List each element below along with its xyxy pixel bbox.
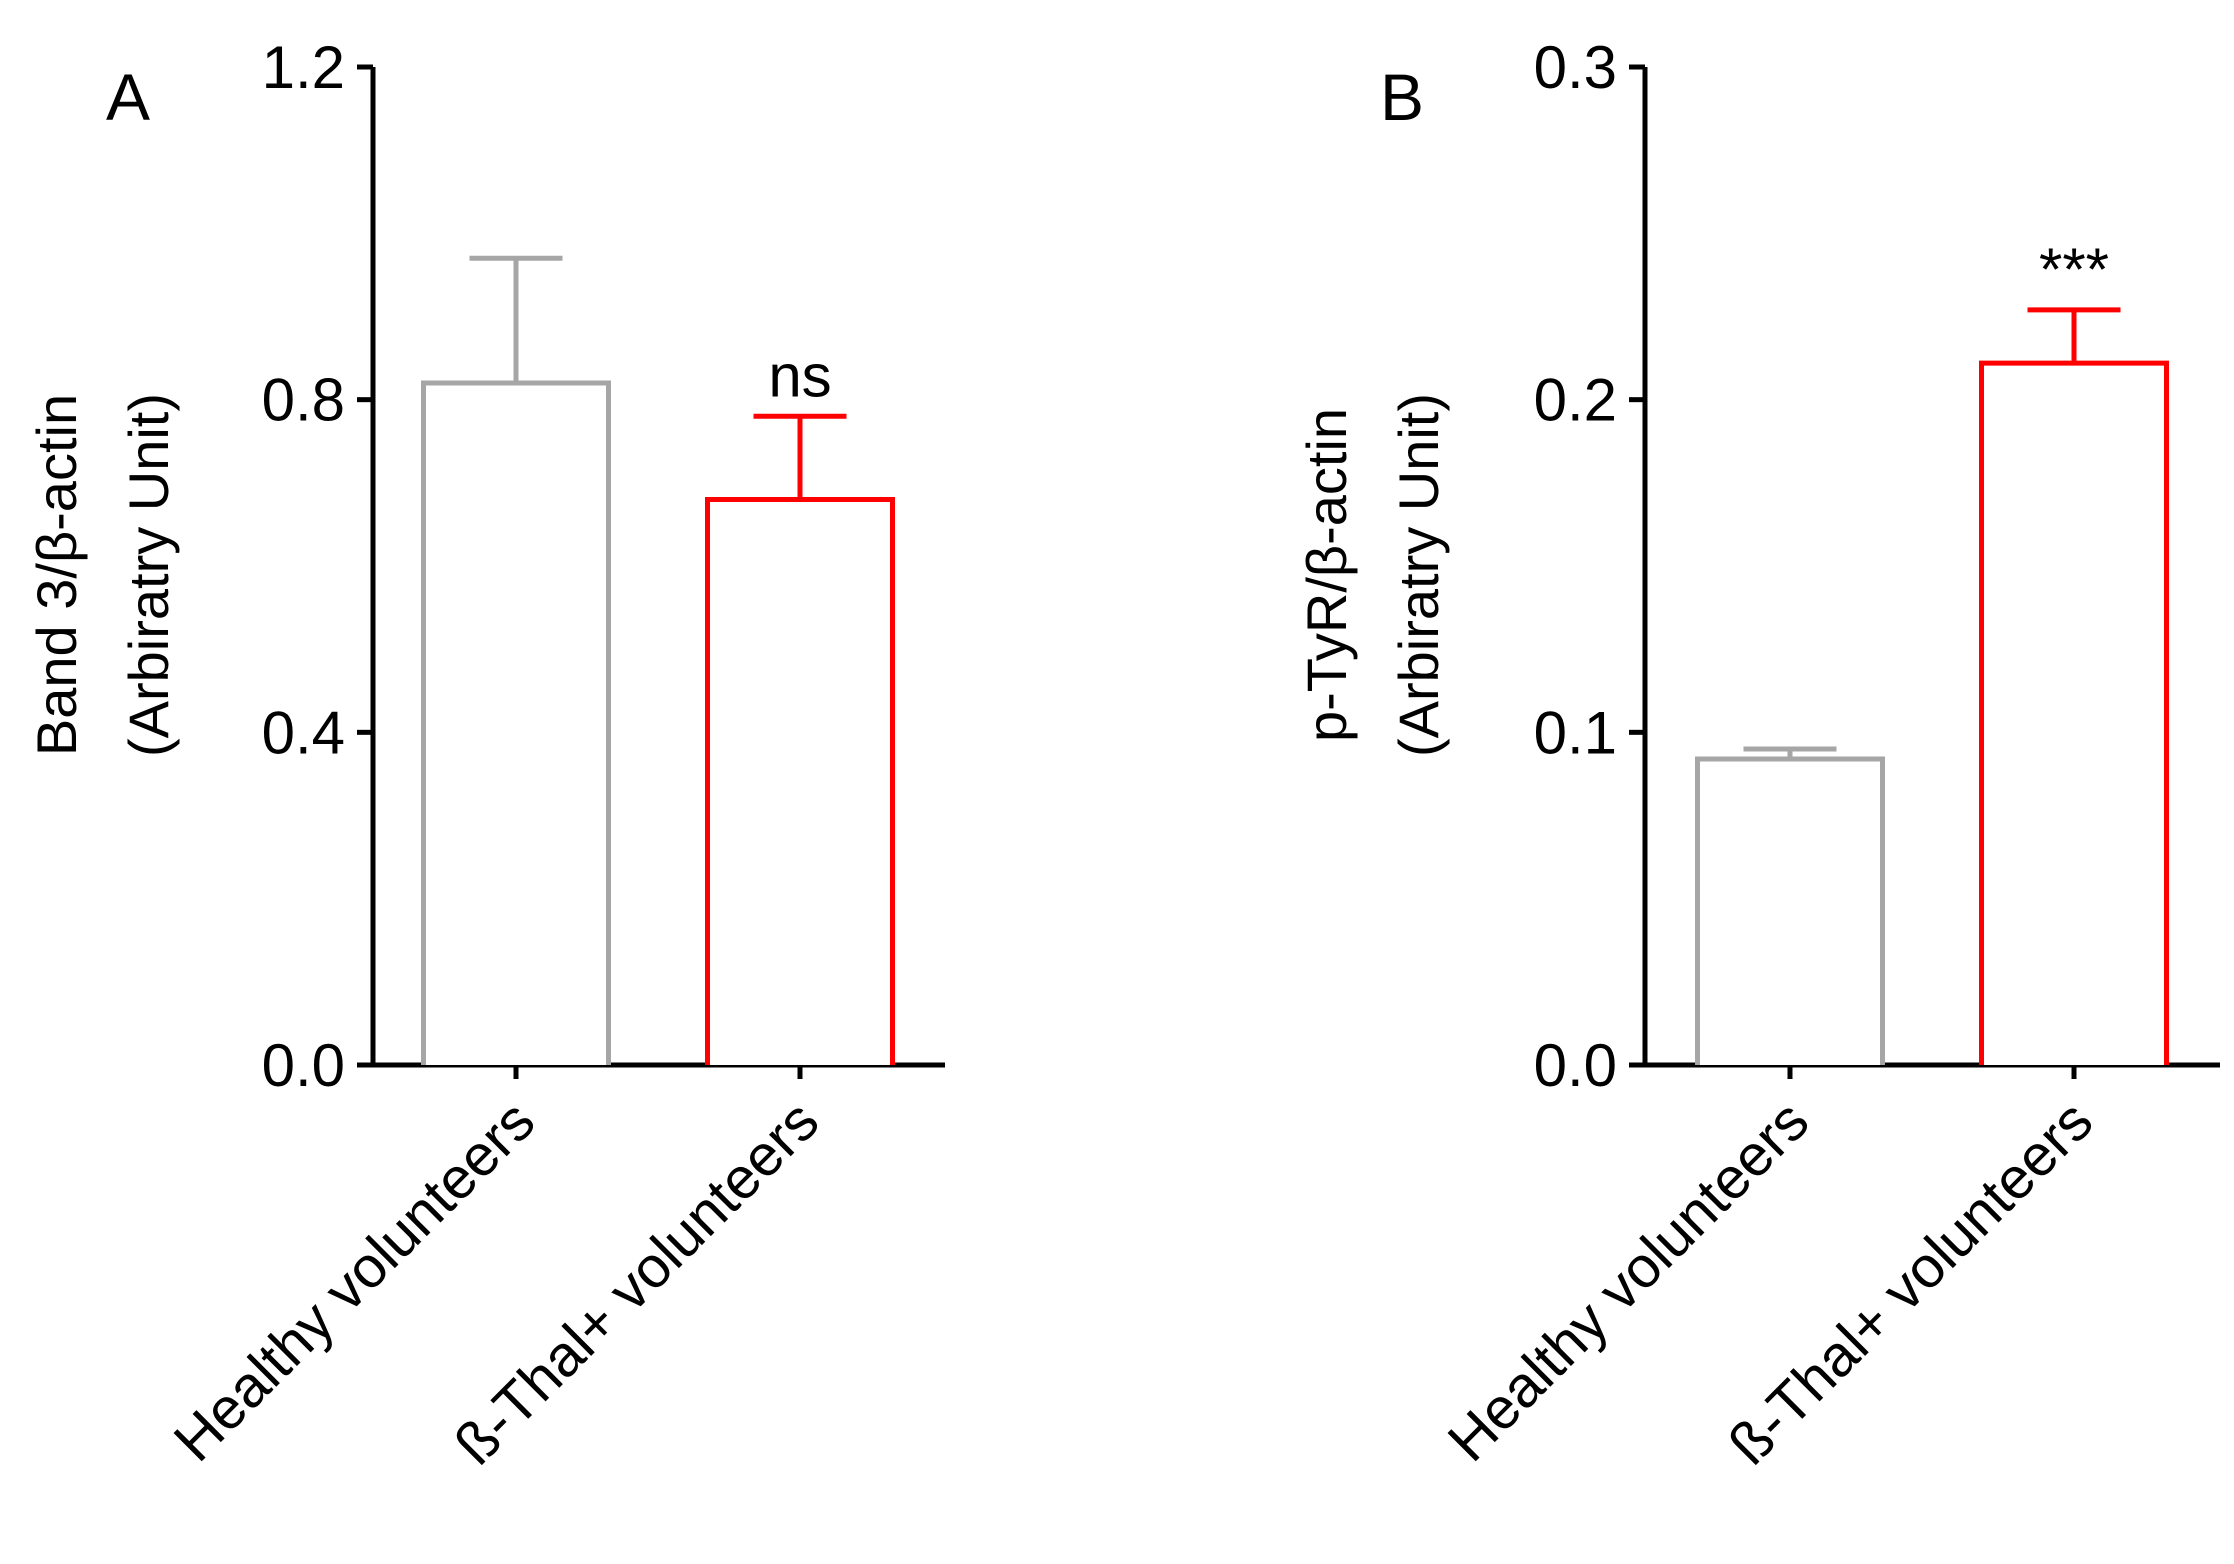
- panel-a-bar: [421, 380, 611, 1065]
- panel-a-significance-label: ns: [768, 342, 831, 409]
- panel-b-label: B: [1380, 60, 1424, 134]
- panel-b-y-axis-title-line-1: p-TyR/β-actin: [1295, 408, 1358, 742]
- panel-b-y-tick-label: 0.1: [1534, 699, 1617, 766]
- panel-b-y-axis-title: p-TyR/β-actin (Arbiratry Unit): [1295, 393, 1450, 757]
- panel-b-significance-label: ***: [2039, 236, 2109, 303]
- panel-b-y-tick-label: 0.2: [1534, 367, 1617, 434]
- panel-b-bar: [1695, 756, 1885, 1065]
- panel-a-y-axis-title: Band 3/β-actin (Arbiratry Unit): [25, 393, 180, 757]
- panel-a-y-tick-label: 0.0: [262, 1032, 345, 1099]
- panel-a-y-axis-title-line-1: Band 3/β-actin: [25, 394, 88, 756]
- panel-a-bar: [705, 496, 895, 1065]
- panel-a-y-tick-label: 1.2: [262, 34, 345, 101]
- panel-b-y-tick-label: 0.3: [1534, 34, 1617, 101]
- panel-b-y-tick-label: 0.0: [1534, 1032, 1617, 1099]
- panel-a-label: A: [106, 60, 150, 134]
- panel-a-y-tick-label: 0.8: [262, 367, 345, 434]
- panel-b: B p-TyR/β-actin (Arbiratry Unit) 0.0 0.1 0…: [1295, 34, 2220, 1477]
- panel-a: A Band 3/β-actin (Arbiratry Unit) 0.0 0.4…: [25, 34, 945, 1477]
- panel-b-bar: [1979, 360, 2169, 1065]
- panel-b-y-axis-title-line-2: (Arbiratry Unit): [1387, 393, 1450, 757]
- panel-a-y-tick-label: 0.4: [262, 699, 345, 766]
- panel-a-y-axis-title-line-2: (Arbiratry Unit): [117, 393, 180, 757]
